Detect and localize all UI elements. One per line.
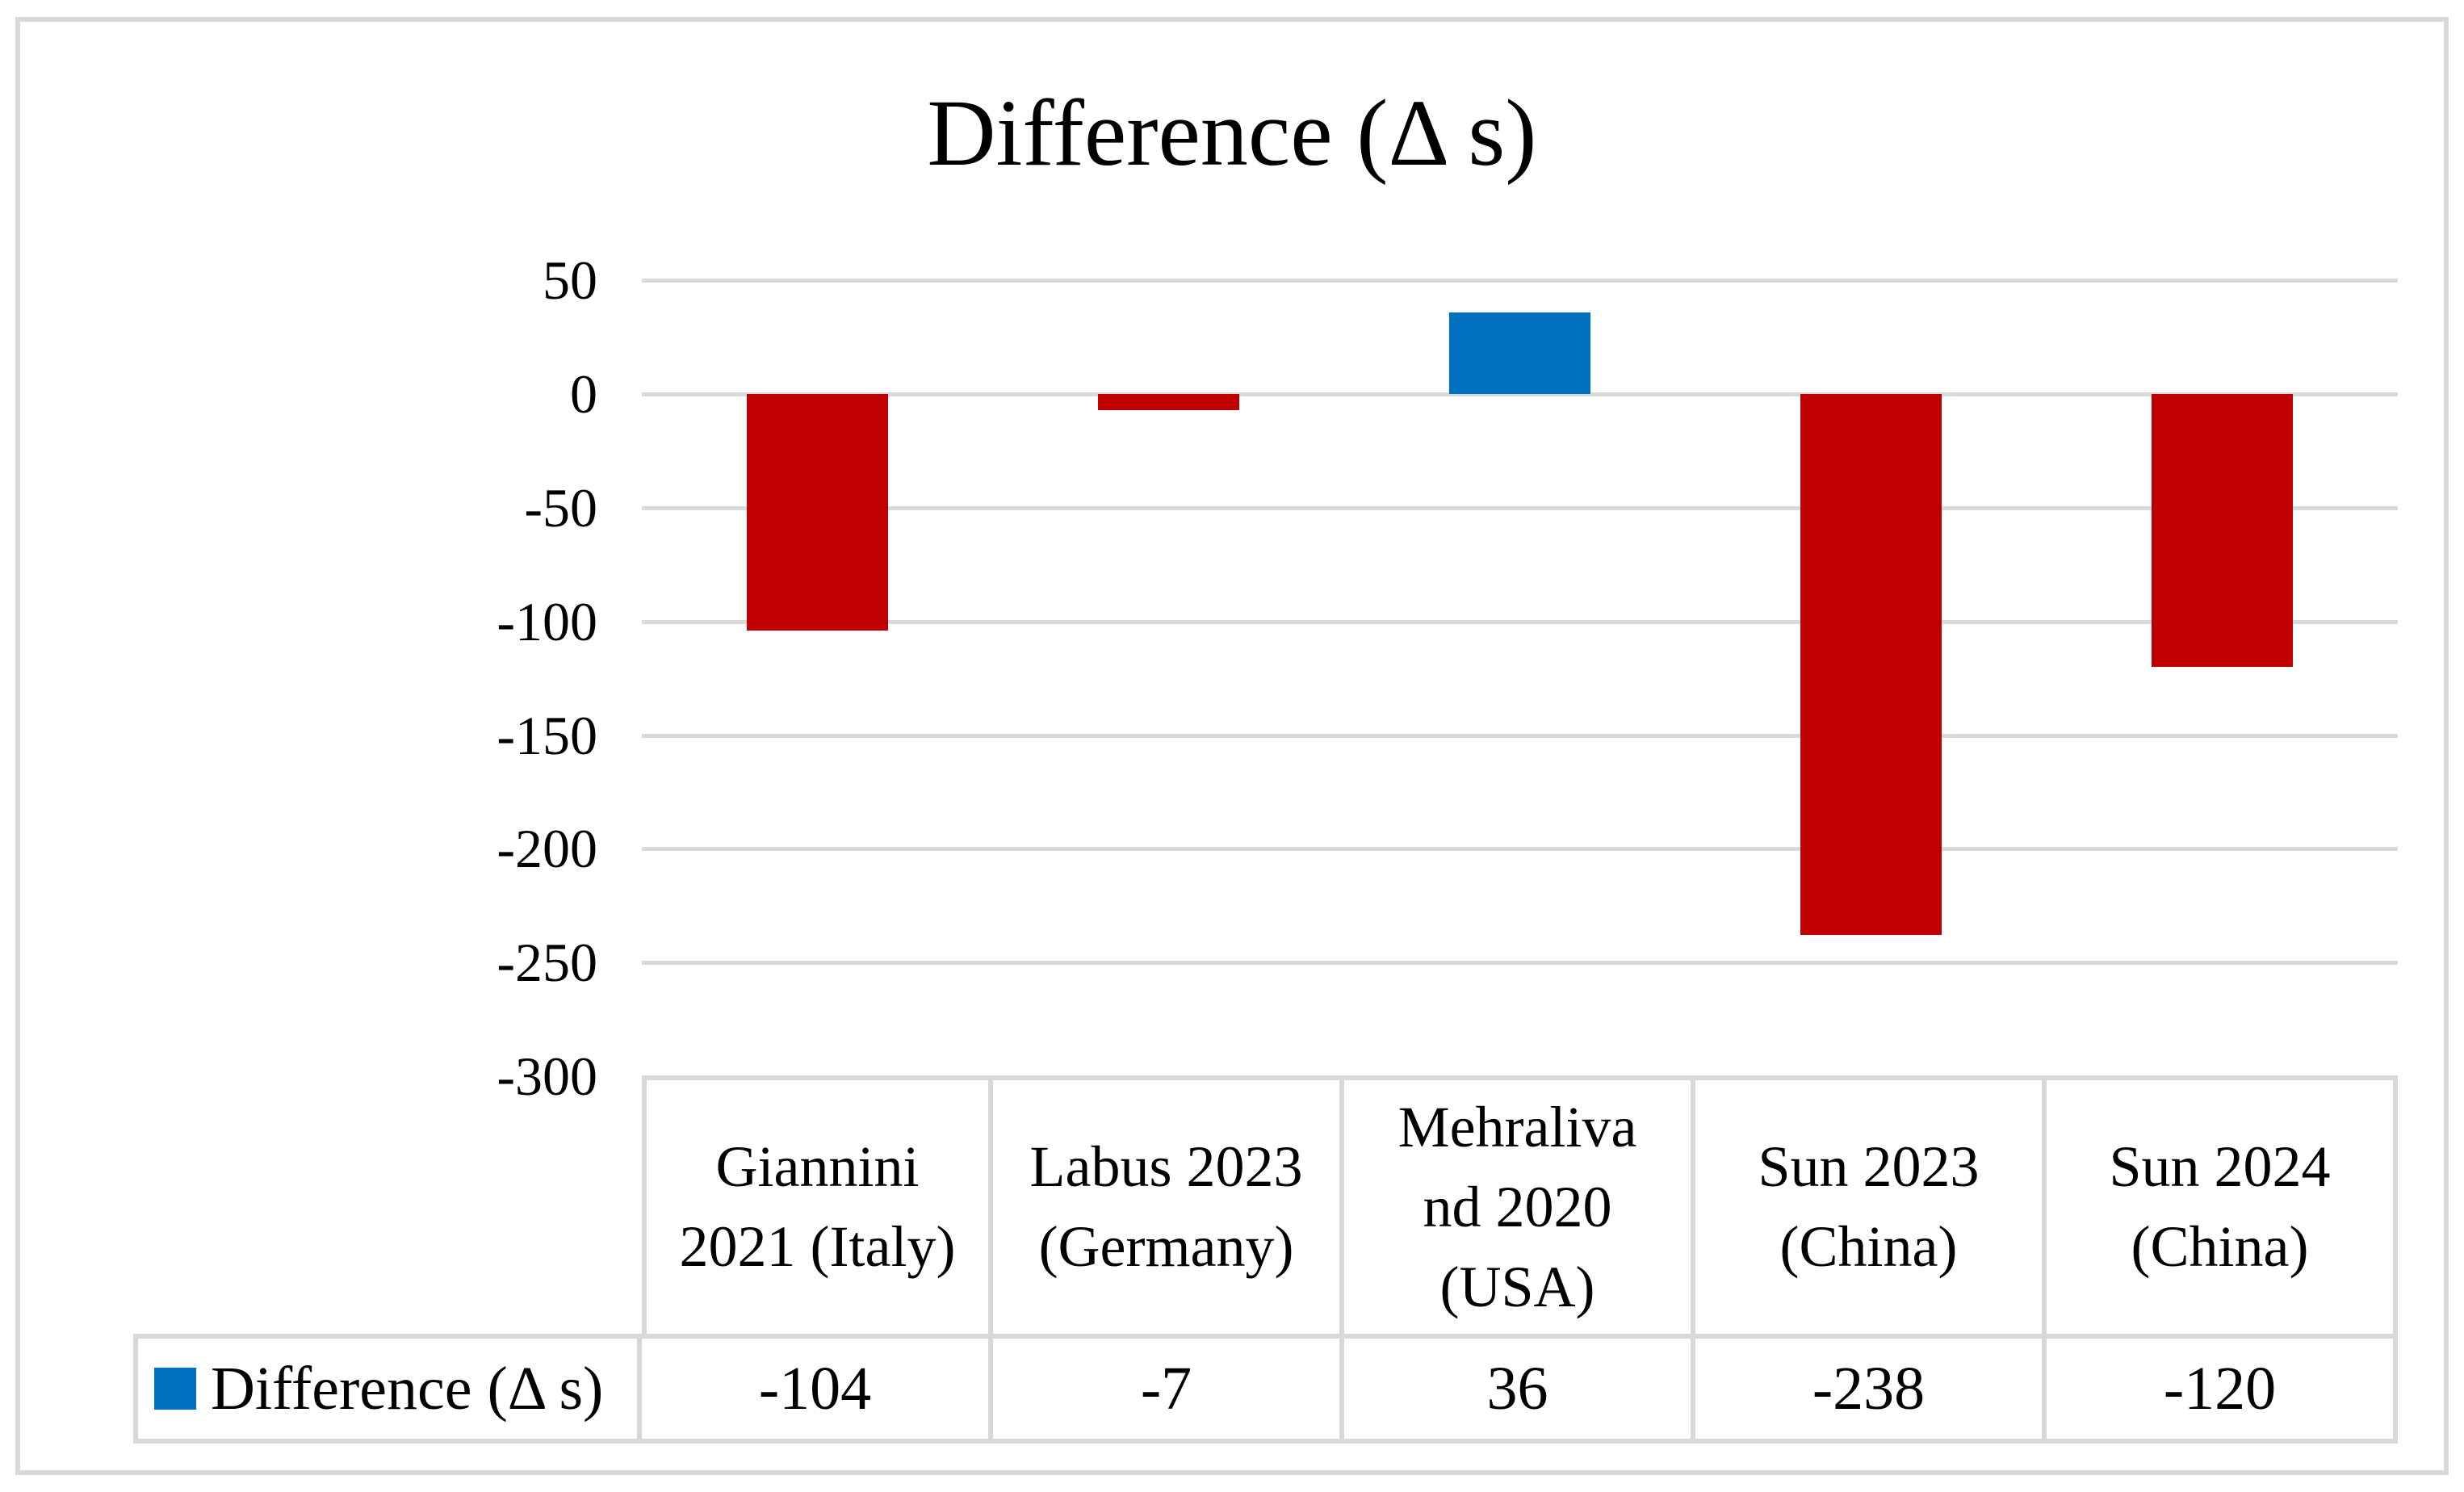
bar-sun-2024-china — [2152, 394, 2293, 667]
category-header-cell-mehralivand-2020-usa: Mehraliva nd 2020 (USA) — [1344, 1075, 1695, 1334]
gridline-0 — [642, 392, 2398, 396]
legend-label: Difference (Δ s) — [211, 1354, 604, 1423]
category-header-cell-sun-2023-china: Sun 2023 (China) — [1695, 1075, 2047, 1334]
y-axis-label--250: -250 — [497, 932, 597, 993]
legend-marker-icon — [154, 1368, 196, 1410]
gridline--150 — [642, 734, 2398, 738]
gridline--100 — [642, 620, 2398, 624]
value-cell-mehralivand-2020-usa: 36 — [1344, 1334, 1695, 1444]
gridline--200 — [642, 847, 2398, 851]
y-axis-label--150: -150 — [497, 705, 597, 766]
category-header-cell-giannini-2021-italy: Giannini 2021 (Italy) — [642, 1075, 993, 1334]
figure-frame — [15, 17, 2449, 1475]
value-cell-labus-2023-germany: -7 — [993, 1334, 1344, 1444]
y-axis-label-0: 0 — [570, 363, 597, 425]
value-cell-giannini-2021-italy: -104 — [642, 1334, 993, 1444]
y-axis-label--200: -200 — [497, 818, 597, 879]
y-axis-label--50: -50 — [524, 477, 597, 539]
value-cell-sun-2023-china: -238 — [1695, 1334, 2047, 1444]
y-axis-label--100: -100 — [497, 591, 597, 652]
bar-sun-2023-china — [1800, 394, 1942, 935]
gridline-50 — [642, 279, 2398, 283]
y-axis-label--300: -300 — [497, 1046, 597, 1107]
chart-title: Difference (Δ s) — [927, 80, 1537, 186]
category-header-cell-sun-2024-china: Sun 2024 (China) — [2047, 1075, 2398, 1334]
legend-cell: Difference (Δ s) — [133, 1334, 642, 1444]
value-cell-sun-2024-china: -120 — [2047, 1334, 2398, 1444]
gridline--250 — [642, 961, 2398, 965]
bar-giannini-2021-italy — [747, 394, 888, 631]
y-axis-label-50: 50 — [543, 249, 597, 311]
category-header-cell-labus-2023-germany: Labus 2023 (Germany) — [993, 1075, 1344, 1334]
bar-labus-2023-germany — [1098, 394, 1239, 410]
bar-mehralivand-2020-usa — [1449, 312, 1590, 394]
gridline--50 — [642, 506, 2398, 510]
